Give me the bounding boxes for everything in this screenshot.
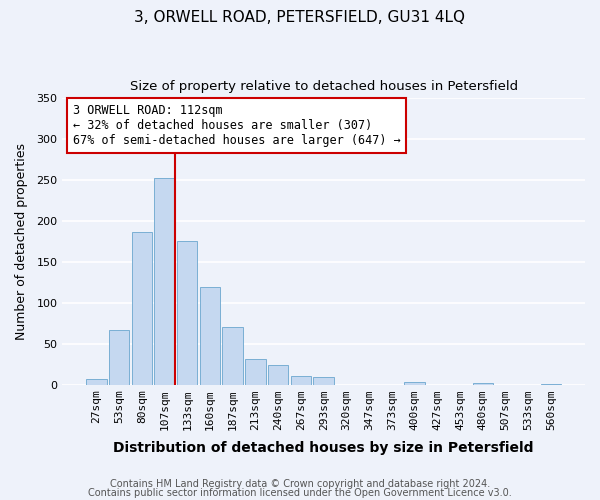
Bar [86, 379, 107, 384]
Text: 3 ORWELL ROAD: 112sqm
← 32% of detached houses are smaller (307)
67% of semi-det: 3 ORWELL ROAD: 112sqm ← 32% of detached … [73, 104, 401, 147]
Text: 3, ORWELL ROAD, PETERSFIELD, GU31 4LQ: 3, ORWELL ROAD, PETERSFIELD, GU31 4LQ [134, 10, 466, 25]
Bar [109, 330, 129, 384]
Y-axis label: Number of detached properties: Number of detached properties [15, 143, 28, 340]
Bar [313, 377, 334, 384]
Bar [268, 365, 289, 384]
Text: Contains public sector information licensed under the Open Government Licence v3: Contains public sector information licen… [88, 488, 512, 498]
Bar [404, 382, 425, 384]
Bar [223, 328, 243, 384]
Bar [290, 376, 311, 384]
Bar [473, 383, 493, 384]
Text: Contains HM Land Registry data © Crown copyright and database right 2024.: Contains HM Land Registry data © Crown c… [110, 479, 490, 489]
Bar [177, 242, 197, 384]
Bar [245, 359, 266, 384]
Title: Size of property relative to detached houses in Petersfield: Size of property relative to detached ho… [130, 80, 518, 93]
Bar [154, 178, 175, 384]
X-axis label: Distribution of detached houses by size in Petersfield: Distribution of detached houses by size … [113, 441, 534, 455]
Bar [131, 232, 152, 384]
Bar [200, 287, 220, 384]
